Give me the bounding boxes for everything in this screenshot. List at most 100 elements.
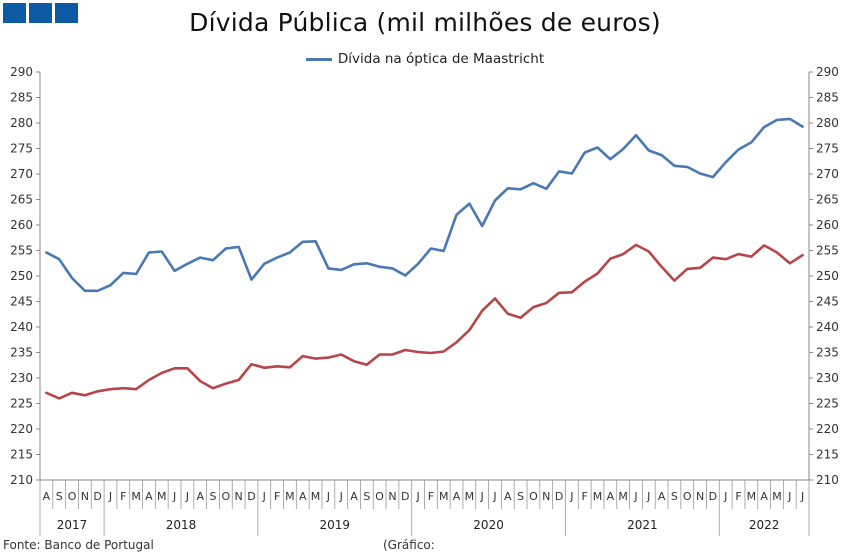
year-label: 2021 xyxy=(627,518,658,532)
x-tick-label: F xyxy=(582,490,588,503)
x-tick-label: A xyxy=(299,490,307,503)
y-tick-label-right: 290 xyxy=(816,65,839,79)
y-tick-label-left: 285 xyxy=(10,91,33,105)
legend: Dívida na óptica de Maastricht xyxy=(0,51,850,67)
x-tick-label: A xyxy=(760,490,768,503)
x-tick-label: A xyxy=(658,490,666,503)
x-tick-label: S xyxy=(517,490,524,503)
y-tick-label-right: 240 xyxy=(816,320,839,334)
x-tick-label: M xyxy=(593,490,603,503)
x-tick-label: N xyxy=(542,490,550,503)
x-tick-label: J xyxy=(723,490,727,503)
y-tick-label-left: 265 xyxy=(10,193,33,207)
x-tick-label: A xyxy=(504,490,512,503)
x-tick-label: O xyxy=(68,490,77,503)
y-tick-label-right: 255 xyxy=(816,244,839,258)
y-tick-label-left: 275 xyxy=(10,142,33,156)
y-tick-label-right: 280 xyxy=(816,116,839,130)
chart-title: Dívida Pública (mil milhões de euros) xyxy=(189,8,661,37)
year-label: 2017 xyxy=(57,518,88,532)
x-tick-label: O xyxy=(529,490,538,503)
x-tick-label: J xyxy=(185,490,189,503)
chart-note: (Gráfico: xyxy=(383,538,435,552)
x-tick-label: F xyxy=(274,490,280,503)
x-tick-label: M xyxy=(285,490,295,503)
y-tick-label-right: 210 xyxy=(816,473,839,487)
y-tick-label-left: 280 xyxy=(10,116,33,130)
x-tick-label: A xyxy=(145,490,153,503)
x-tick-label: J xyxy=(492,490,496,503)
y-tick-label-left: 255 xyxy=(10,244,33,258)
x-tick-label: M xyxy=(439,490,449,503)
x-tick-label: O xyxy=(683,490,692,503)
series-line-blue xyxy=(45,117,804,293)
y-tick-label-right: 275 xyxy=(816,142,839,156)
y-tick-label-left: 290 xyxy=(10,65,33,79)
y-tick-label-right: 270 xyxy=(816,167,839,181)
x-tick-label: J xyxy=(262,490,266,503)
x-tick-label: J xyxy=(646,490,650,503)
x-tick-label: S xyxy=(363,490,370,503)
y-tick-label-right: 220 xyxy=(816,422,839,436)
x-tick-label: D xyxy=(555,490,563,503)
y-tick-label-right: 245 xyxy=(816,295,839,309)
x-tick-label: F xyxy=(120,490,126,503)
legend-swatch xyxy=(305,57,332,61)
x-tick-label: M xyxy=(311,490,321,503)
x-tick-label: J xyxy=(787,490,791,503)
y-tick-label-left: 235 xyxy=(10,346,33,360)
x-tick-label: D xyxy=(401,490,409,503)
y-tick-label-right: 230 xyxy=(816,371,839,385)
x-tick-label: D xyxy=(709,490,717,503)
series-line-red xyxy=(45,243,804,400)
year-label: 2019 xyxy=(320,518,351,532)
y-tick-label-left: 230 xyxy=(10,371,33,385)
x-tick-label: M xyxy=(772,490,782,503)
x-tick-label: N xyxy=(696,490,704,503)
x-tick-label: F xyxy=(428,490,434,503)
x-tick-label: J xyxy=(633,490,637,503)
year-label: 2020 xyxy=(473,518,504,532)
x-tick-label: A xyxy=(453,490,461,503)
year-label: 2022 xyxy=(749,518,780,532)
year-label: 2018 xyxy=(166,518,197,532)
x-tick-label: A xyxy=(607,490,615,503)
y-tick-label-left: 260 xyxy=(10,218,33,232)
logo-square xyxy=(55,3,78,23)
x-tick-label: M xyxy=(157,490,167,503)
y-tick-label-right: 215 xyxy=(816,448,839,462)
x-tick-label: S xyxy=(671,490,678,503)
x-tick-label: J xyxy=(800,490,804,503)
logo-square xyxy=(29,3,52,23)
y-tick-label-right: 235 xyxy=(816,346,839,360)
x-tick-label: D xyxy=(247,490,255,503)
y-tick-label-right: 260 xyxy=(816,218,839,232)
x-tick-label: O xyxy=(375,490,384,503)
x-tick-label: M xyxy=(618,490,628,503)
x-tick-label: A xyxy=(350,490,358,503)
x-tick-label: N xyxy=(388,490,396,503)
x-tick-label: F xyxy=(735,490,741,503)
y-tick-label-left: 250 xyxy=(10,269,33,283)
x-tick-label: M xyxy=(465,490,475,503)
y-tick-label-right: 285 xyxy=(816,91,839,105)
y-tick-label-right: 250 xyxy=(816,269,839,283)
y-tick-label-left: 270 xyxy=(10,167,33,181)
y-tick-label-left: 240 xyxy=(10,320,33,334)
x-tick-label: D xyxy=(93,490,101,503)
x-tick-label: S xyxy=(210,490,217,503)
x-tick-label: J xyxy=(415,490,419,503)
x-tick-label: J xyxy=(172,490,176,503)
y-tick-label-left: 220 xyxy=(10,422,33,436)
x-tick-label: M xyxy=(747,490,757,503)
x-tick-label: J xyxy=(326,490,330,503)
x-tick-label: S xyxy=(56,490,63,503)
x-tick-label: N xyxy=(235,490,243,503)
legend-label: Dívida na óptica de Maastricht xyxy=(337,51,545,67)
logo-square xyxy=(3,3,26,23)
y-tick-label-right: 225 xyxy=(816,397,839,411)
x-tick-label: J xyxy=(480,490,484,503)
logo xyxy=(3,3,78,23)
y-tick-label-left: 215 xyxy=(10,448,33,462)
